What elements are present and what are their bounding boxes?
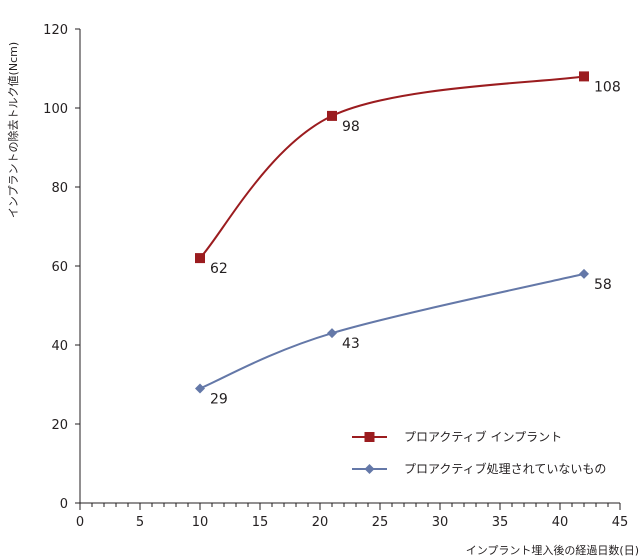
- x-tick-label: 0: [76, 515, 84, 530]
- series-2-point: [579, 268, 589, 279]
- y-tick-label: 80: [51, 181, 68, 196]
- y-tick-label: 40: [51, 339, 68, 354]
- y-axis-title: インプラントの除去トルク値(Ncm): [6, 42, 20, 218]
- x-tick-label: 25: [372, 515, 389, 530]
- y-tick-label: 0: [60, 497, 68, 512]
- y-tick-label: 120: [43, 23, 68, 38]
- x-tick-label: 20: [312, 515, 329, 530]
- series-line-1: [199, 75, 585, 259]
- x-tick-label: 10: [192, 515, 209, 530]
- data-label: 43: [342, 336, 360, 352]
- series-1-point: [579, 71, 589, 82]
- series-2-point: [195, 383, 205, 394]
- data-label: 62: [210, 261, 228, 277]
- legend-label-1: プロアクティブ インプラント: [404, 429, 562, 444]
- data-label: 58: [594, 277, 612, 293]
- axes: 0 20 40 60 80 100 120 0 5 10 15 20 25 30 35 40 45: [43, 23, 628, 530]
- x-tick-label: 15: [252, 515, 269, 530]
- series-1-point: [327, 110, 337, 121]
- y-tick-label: 100: [43, 102, 68, 117]
- series-layer: [195, 71, 589, 394]
- x-tick-label: 5: [136, 515, 144, 530]
- y-tick-label: 20: [51, 418, 68, 433]
- x-tick-label: 40: [552, 515, 569, 530]
- data-label: 29: [210, 391, 228, 407]
- legend-marker-1: [364, 432, 375, 442]
- x-tick-label: 45: [612, 515, 629, 530]
- y-tick-label: 60: [51, 260, 68, 275]
- series-line-2: [199, 272, 585, 390]
- data-labels: 62 98 108 29 43 58: [210, 79, 621, 407]
- legend-marker-2: [364, 464, 375, 474]
- x-tick-label: 35: [492, 515, 509, 530]
- data-label: 108: [594, 79, 621, 95]
- x-tick-label: 30: [432, 515, 449, 530]
- legend-label-2: プロアクティブ処理されていないもの: [404, 461, 606, 476]
- series-2-point: [327, 328, 337, 339]
- series-1-point: [195, 253, 205, 264]
- x-axis-title: インプラント埋入後の経過日数(日): [466, 543, 639, 557]
- data-label: 98: [342, 119, 360, 135]
